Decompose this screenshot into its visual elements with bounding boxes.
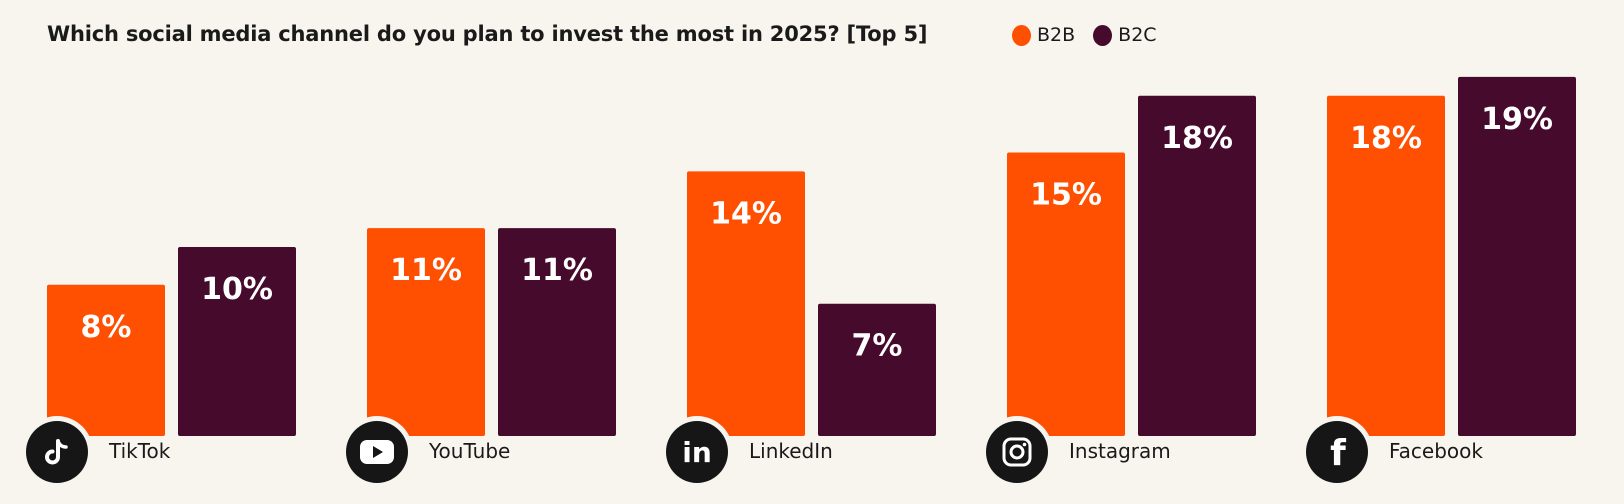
bar-b2b-instagram bbox=[1007, 152, 1125, 436]
legend-item-b2b: B2B bbox=[1012, 24, 1075, 46]
instagram-dot bbox=[1022, 442, 1027, 447]
facebook-icon: f bbox=[1306, 421, 1368, 483]
legend-swatch-b2c bbox=[1093, 24, 1113, 46]
tiktok-glyph bbox=[45, 439, 60, 465]
data-label-b2b-facebook: 18% bbox=[1350, 121, 1422, 156]
category-group-instagram: 15% 18% Instagram bbox=[981, 95, 1256, 488]
chart-title: Which social media channel do you plan t… bbox=[47, 22, 928, 46]
bar-b2c-linkedin bbox=[818, 303, 936, 436]
category-label-tiktok: TikTok bbox=[108, 439, 171, 463]
bar-b2b-linkedin bbox=[687, 171, 805, 436]
linkedin-glyph: in bbox=[682, 436, 712, 469]
legend-item-b2c: B2C bbox=[1093, 24, 1157, 46]
bar-b2b-youtube bbox=[367, 228, 485, 436]
bar-b2c-instagram bbox=[1138, 95, 1256, 437]
category-group-linkedin: 14% 7% in LinkedIn bbox=[661, 171, 936, 488]
category-label-youtube: YouTube bbox=[428, 439, 510, 463]
data-label-b2c-instagram: 18% bbox=[1161, 121, 1233, 156]
tiktok-icon bbox=[26, 421, 88, 483]
icon-badge bbox=[986, 421, 1048, 483]
tiktok-glyph-tail bbox=[56, 439, 68, 449]
category-group-facebook: 18% 19% f Facebook bbox=[1301, 76, 1576, 488]
data-label-b2b-tiktok: 8% bbox=[81, 310, 132, 345]
bar-b2c-tiktok bbox=[178, 247, 296, 436]
data-label-b2c-tiktok: 10% bbox=[201, 272, 273, 307]
data-label-b2b-linkedin: 14% bbox=[710, 196, 782, 231]
category-label-linkedin: LinkedIn bbox=[749, 439, 833, 463]
icon-badge bbox=[666, 421, 728, 483]
data-label-b2c-facebook: 19% bbox=[1481, 102, 1553, 137]
data-label-b2c-linkedin: 7% bbox=[852, 329, 903, 364]
category-label-instagram: Instagram bbox=[1069, 439, 1171, 463]
bar-b2c-youtube bbox=[498, 228, 616, 436]
data-label-b2c-youtube: 11% bbox=[521, 253, 593, 288]
instagram-icon bbox=[986, 421, 1048, 483]
instagram-frame bbox=[1002, 437, 1032, 467]
category-group-tiktok: 8% 10% TikTok bbox=[21, 247, 296, 488]
bar-b2b-tiktok bbox=[47, 284, 165, 436]
legend-swatch-b2b bbox=[1012, 24, 1031, 46]
category-label-facebook: Facebook bbox=[1389, 439, 1483, 463]
bar-b2c-facebook bbox=[1458, 76, 1576, 437]
data-label-b2b-youtube: 11% bbox=[390, 253, 462, 288]
facebook-glyph: f bbox=[1330, 433, 1346, 474]
category-group-youtube: 11% 11% YouTube bbox=[341, 228, 616, 488]
youtube-play bbox=[373, 446, 383, 458]
icon-badge bbox=[1306, 421, 1368, 483]
instagram-lens bbox=[1009, 444, 1025, 460]
legend-label-b2b: B2B bbox=[1037, 24, 1076, 46]
bar-b2b-facebook bbox=[1327, 95, 1445, 437]
data-label-b2b-instagram: 15% bbox=[1030, 178, 1102, 213]
linkedin-icon: in bbox=[666, 421, 728, 483]
legend-label-b2c: B2C bbox=[1118, 24, 1157, 46]
legend: B2B B2C bbox=[1012, 24, 1157, 46]
youtube-icon bbox=[346, 421, 408, 483]
